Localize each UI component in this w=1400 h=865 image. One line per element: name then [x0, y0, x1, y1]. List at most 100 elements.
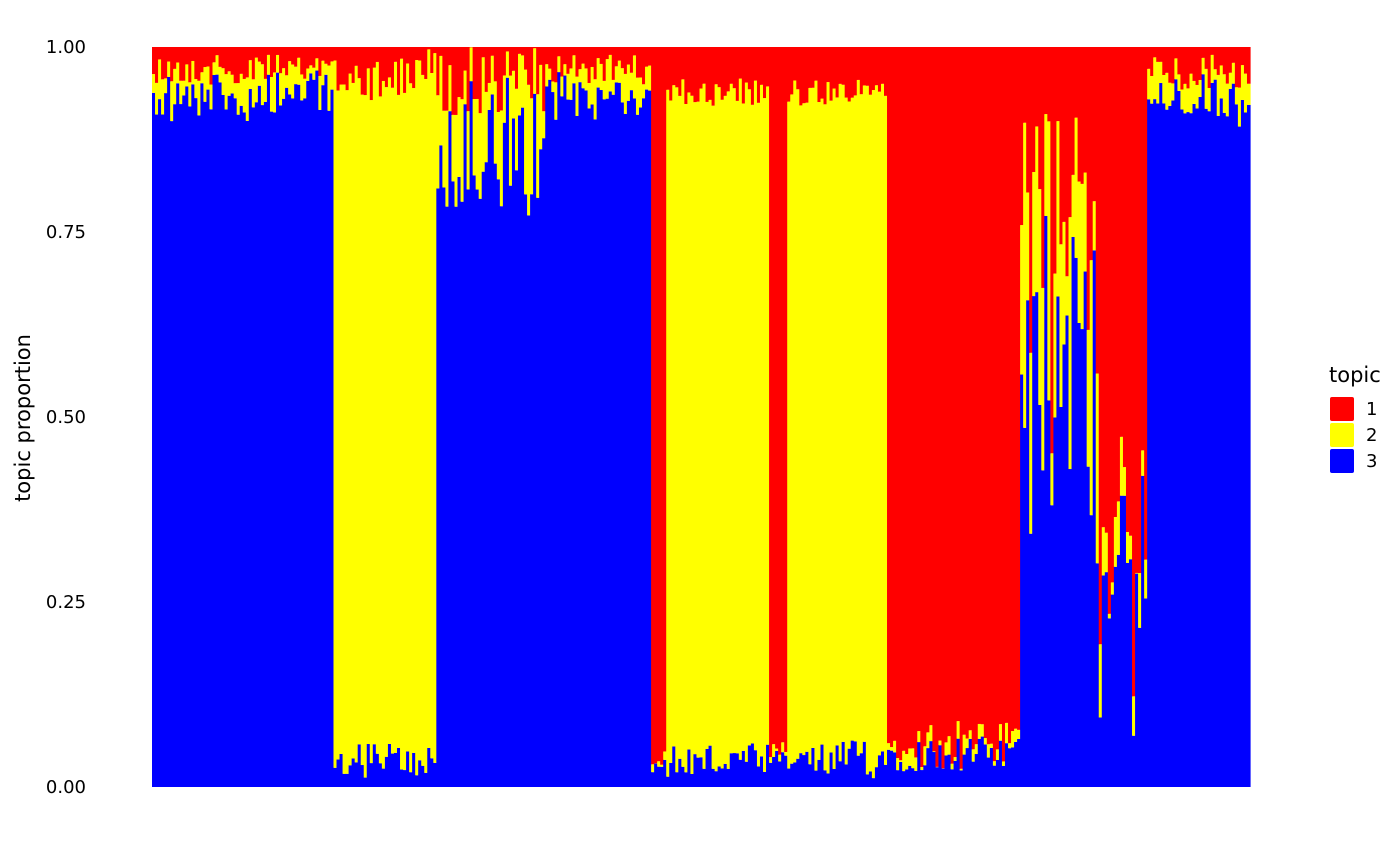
- bar-segment-topic-3: [1153, 99, 1157, 788]
- bar-segment-topic-2: [732, 88, 737, 754]
- bar-segment-topic-1: [605, 47, 610, 60]
- bar-segment-topic-1: [384, 47, 389, 88]
- bar-segment-topic-3: [651, 772, 655, 787]
- bar-segment-topic-3: [899, 761, 903, 787]
- bar-segment-topic-1: [832, 47, 837, 89]
- bar-segment-topic-2: [880, 83, 885, 752]
- bar-segment-topic-2: [1216, 74, 1221, 116]
- bar-segment-topic-2: [403, 92, 407, 771]
- bar-segment-topic-3: [1141, 475, 1145, 787]
- bar-segment-topic-3: [660, 766, 664, 787]
- bar-segment-topic-1: [871, 47, 876, 91]
- bar-segment-topic-3: [457, 176, 462, 787]
- bar-segment-topic-1: [911, 47, 915, 749]
- bar-segment-topic-2: [998, 724, 1003, 741]
- bar-segment-topic-3: [638, 107, 643, 787]
- bar-segment-topic-1: [563, 47, 567, 65]
- bar-segment-topic-1: [1153, 47, 1157, 58]
- bar-segment-topic-1: [1104, 47, 1109, 533]
- bar-segment-topic-2: [1147, 68, 1151, 100]
- bar-segment-topic-2: [856, 79, 861, 756]
- bar-segment-topic-1: [980, 47, 985, 725]
- bar-segment-topic-2: [1089, 260, 1094, 516]
- bar-segment-topic-1: [1237, 47, 1242, 88]
- bar-segment-topic-3: [717, 766, 722, 787]
- bar-segment-topic-2: [173, 68, 177, 105]
- bar-segment-topic-1: [412, 47, 416, 89]
- bar-segment-topic-1: [342, 47, 347, 85]
- bar-segment-topic-2: [995, 749, 1000, 760]
- bar-segment-topic-1: [393, 47, 398, 62]
- bar-segment-topic-1: [260, 47, 265, 65]
- bar-segment-topic-2: [1207, 87, 1212, 112]
- bar-segment-topic-2: [436, 95, 440, 189]
- bar-segment-topic-2: [1041, 287, 1045, 471]
- bar-segment-topic-1: [914, 47, 918, 758]
- bar-segment-topic-3: [397, 747, 401, 787]
- bar-segment-topic-2: [932, 751, 937, 753]
- bar-segment-topic-1: [300, 47, 304, 75]
- bar-segment-topic-1: [1074, 47, 1079, 118]
- bar-segment-topic-1: [276, 47, 280, 55]
- bar-segment-topic-3: [460, 201, 465, 787]
- bar-segment-topic-1: [233, 47, 238, 84]
- bar-segment-topic-3: [415, 775, 419, 787]
- bar-segment-topic-2: [575, 76, 580, 116]
- bar-segment-topic-1: [581, 47, 586, 64]
- bar-segment-topic-2: [681, 79, 685, 767]
- bar-segment-topic-2: [427, 49, 431, 748]
- bar-segment-topic-2: [285, 75, 289, 88]
- bar-segment-topic-2: [1159, 61, 1163, 84]
- bar-segment-topic-3: [1095, 563, 1100, 787]
- bar-segment-topic-1: [566, 47, 571, 74]
- bar-segment-topic-2: [817, 102, 822, 760]
- bar-segment-topic-2: [702, 83, 707, 769]
- bar-segment-topic-2: [158, 59, 162, 100]
- bar-segment-topic-3: [242, 112, 247, 787]
- bar-segment-topic-3: [642, 98, 646, 787]
- bar-segment-topic-3: [524, 194, 528, 788]
- bar-segment-topic-3: [433, 762, 437, 787]
- bar-segment-topic-2: [1107, 613, 1112, 619]
- bar-segment-topic-2: [1092, 201, 1097, 251]
- bar-segment-topic-1: [584, 47, 589, 69]
- bar-segment-topic-1: [403, 47, 407, 93]
- bar-segment-topic-2: [983, 738, 988, 745]
- bar-segment-topic-3: [769, 762, 773, 787]
- bar-segment-topic-1: [856, 47, 861, 80]
- bar-segment-topic-3: [152, 92, 156, 787]
- bar-segment-topic-2: [351, 82, 356, 759]
- bar-segment-topic-2: [841, 84, 846, 742]
- bar-segment-topic-1: [505, 47, 510, 52]
- bar-segment-topic-2: [657, 761, 661, 767]
- bar-segment-topic-2: [551, 81, 555, 93]
- bar-segment-topic-1: [672, 47, 676, 86]
- bar-segment-topic-2: [859, 94, 864, 754]
- bar-segment-topic-1: [693, 47, 698, 103]
- bar-segment-topic-3: [920, 770, 924, 787]
- bar-segment-topic-2: [669, 100, 673, 763]
- bar-segment-topic-2: [887, 743, 891, 750]
- bar-segment-topic-2: [257, 61, 262, 86]
- bar-segment-topic-1: [971, 47, 976, 750]
- bar-segment-topic-1: [466, 47, 471, 112]
- bar-segment-topic-1: [1138, 47, 1142, 574]
- bar-segment-topic-3: [472, 175, 477, 787]
- bar-segment-topic-1: [608, 47, 613, 55]
- bar-segment-topic-1: [545, 47, 549, 65]
- bar-segment-topic-2: [684, 103, 688, 773]
- bar-segment-topic-3: [578, 82, 583, 787]
- bar-segment-topic-2: [161, 79, 165, 115]
- bar-segment-topic-2: [1243, 73, 1248, 113]
- bar-segment-topic-3: [856, 755, 861, 787]
- bar-segment-topic-2: [635, 77, 640, 115]
- bar-segment-topic-3: [442, 187, 446, 787]
- bar-segment-topic-1: [1071, 47, 1076, 175]
- bar-segment-topic-1: [648, 47, 652, 66]
- bar-segment-topic-2: [472, 99, 477, 176]
- bar-segment-topic-1: [451, 47, 456, 115]
- bar-segment-topic-3: [381, 768, 386, 787]
- bar-segment-topic-3: [608, 91, 613, 787]
- bar-segment-topic-1: [366, 47, 371, 69]
